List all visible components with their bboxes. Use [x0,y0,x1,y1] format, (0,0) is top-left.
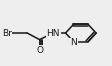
Text: Br: Br [2,29,12,37]
Text: N: N [69,38,76,47]
Text: O: O [36,46,43,55]
Text: HN: HN [46,29,59,37]
